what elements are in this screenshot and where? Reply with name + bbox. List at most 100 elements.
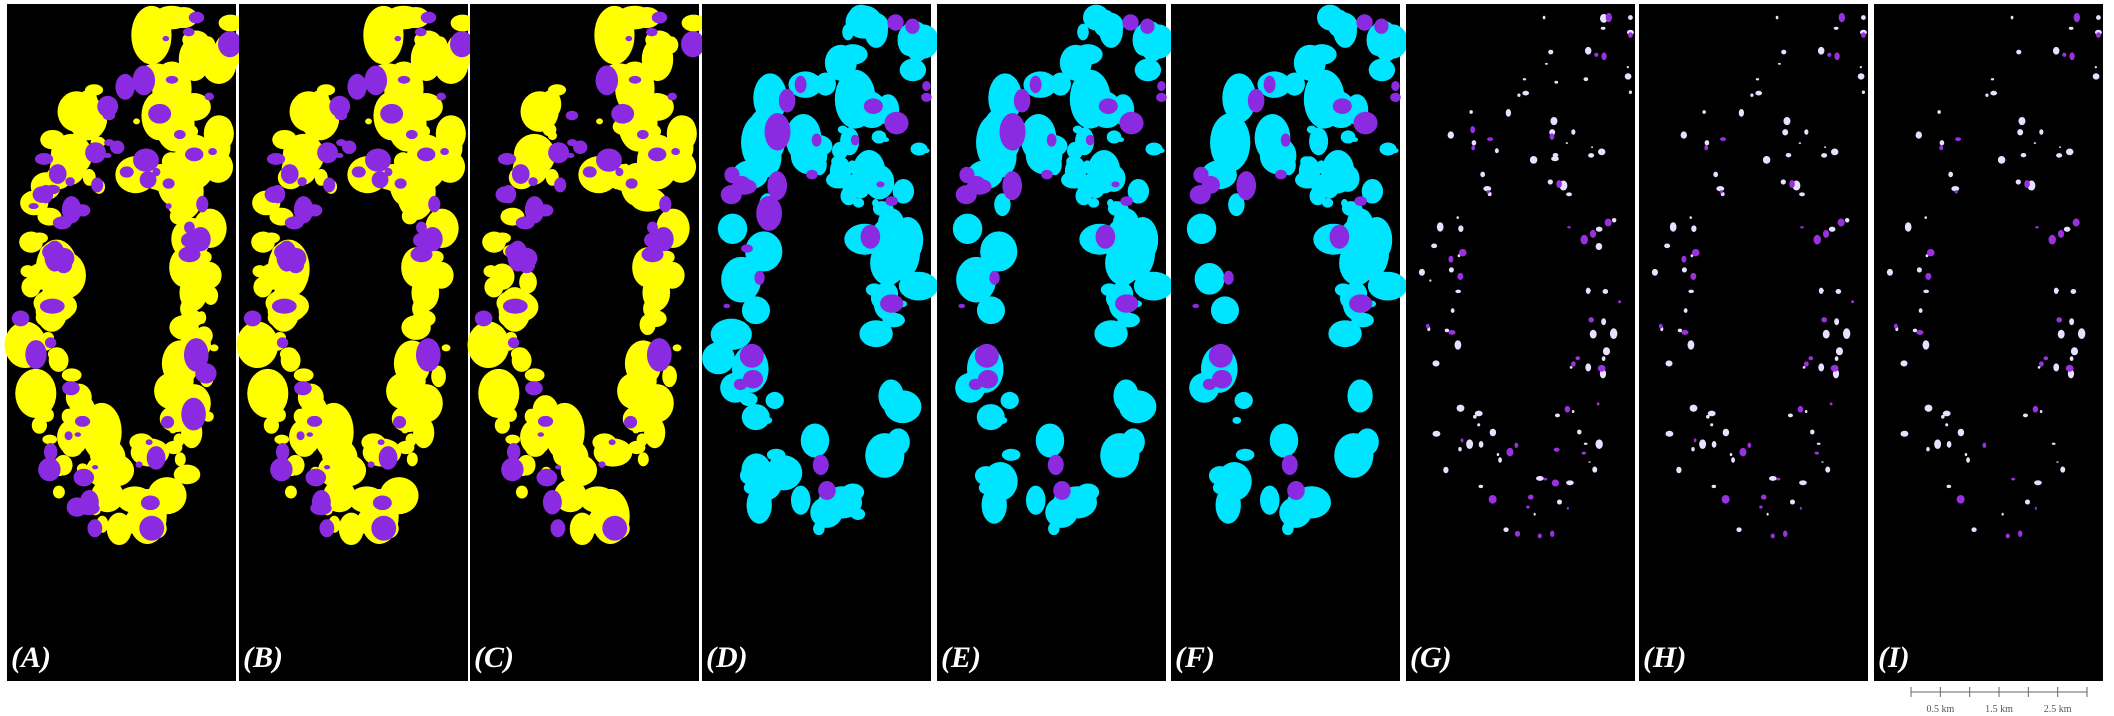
- region: [398, 76, 410, 84]
- region: [1858, 73, 1865, 79]
- scale-label: 0.5 km: [1926, 704, 1954, 715]
- region: [38, 458, 60, 482]
- region: [25, 340, 46, 369]
- region: [196, 196, 208, 213]
- region: [2023, 414, 2028, 418]
- region: [1279, 497, 1311, 528]
- region: [1957, 495, 1965, 504]
- region: [2016, 50, 2021, 55]
- region: [1990, 91, 1997, 96]
- region: [1528, 495, 1534, 500]
- region: [2053, 47, 2059, 55]
- region: [1586, 288, 1591, 294]
- region: [1804, 129, 1808, 135]
- region: [1448, 330, 1455, 335]
- region: [1836, 347, 1843, 355]
- region: [1761, 495, 1767, 500]
- region: [1552, 480, 1559, 487]
- region: [1991, 78, 1994, 80]
- region: [1295, 171, 1320, 188]
- region: [1489, 495, 1497, 504]
- region: [1722, 495, 1730, 504]
- region: [766, 392, 784, 409]
- region: [435, 151, 465, 183]
- region: [1789, 180, 1795, 188]
- region: [1469, 110, 1473, 114]
- panel-label: (D): [706, 641, 748, 674]
- region: [494, 232, 511, 243]
- region: [548, 131, 557, 140]
- region: [664, 36, 678, 53]
- region: [1473, 415, 1477, 419]
- region: [40, 299, 65, 314]
- region: [281, 164, 299, 184]
- region: [880, 294, 903, 312]
- region: [2058, 330, 2065, 339]
- region: [1281, 133, 1291, 146]
- region: [1971, 527, 1976, 532]
- region: [185, 264, 196, 276]
- region: [1670, 222, 1677, 231]
- region: [511, 347, 529, 361]
- region: [1836, 289, 1842, 294]
- region: [1490, 429, 1496, 437]
- region: [135, 461, 142, 467]
- region: [197, 311, 206, 324]
- region: [779, 89, 796, 113]
- region: [813, 455, 829, 475]
- region: [75, 204, 91, 216]
- region: [1629, 90, 1632, 93]
- region: [1391, 81, 1399, 91]
- region: [317, 84, 335, 96]
- region: [1566, 192, 1572, 196]
- panel: (A): [4, 4, 243, 681]
- region: [374, 31, 403, 54]
- region: [1681, 330, 1688, 335]
- region: [218, 31, 242, 57]
- region: [2069, 52, 2074, 60]
- region: [1073, 44, 1102, 65]
- panel-background: [1874, 4, 2103, 681]
- region: [2025, 500, 2030, 505]
- region: [892, 217, 923, 263]
- region: [428, 196, 440, 213]
- region: [1235, 392, 1253, 409]
- region: [365, 66, 387, 96]
- region: [433, 36, 447, 53]
- region: [1014, 89, 1031, 113]
- region: [812, 133, 822, 146]
- region: [1690, 405, 1698, 412]
- region: [1572, 410, 1575, 413]
- region: [1347, 379, 1372, 412]
- region: [1769, 476, 1777, 481]
- region: [2049, 235, 2056, 245]
- panel-label: (F): [1175, 641, 1215, 674]
- region: [1923, 290, 1929, 293]
- region: [1096, 225, 1116, 249]
- region: [62, 441, 82, 457]
- region: [1061, 171, 1086, 188]
- region: [1333, 98, 1352, 114]
- region: [791, 137, 828, 175]
- region: [1585, 47, 1591, 55]
- region: [1554, 81, 1558, 84]
- region: [148, 104, 171, 124]
- region: [35, 153, 53, 165]
- region: [1736, 527, 1741, 532]
- region: [1341, 130, 1356, 143]
- region: [633, 428, 639, 433]
- region: [1827, 53, 1831, 57]
- region: [1731, 457, 1735, 463]
- region: [365, 149, 391, 172]
- region: [2066, 365, 2074, 372]
- region: [958, 304, 965, 308]
- region: [818, 481, 836, 500]
- region: [765, 113, 791, 151]
- region: [900, 59, 926, 82]
- region: [1823, 330, 1830, 339]
- region: [1998, 156, 2005, 164]
- region: [872, 130, 887, 143]
- region: [922, 81, 930, 91]
- region: [2056, 153, 2062, 158]
- region: [183, 28, 195, 36]
